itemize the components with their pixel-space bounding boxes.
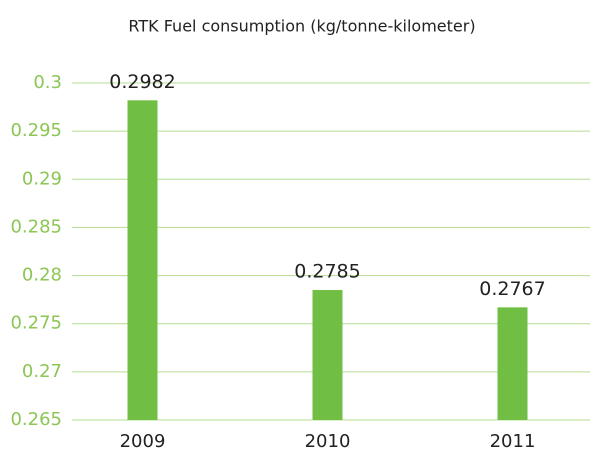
y-tick-label: 0.275 — [10, 313, 62, 334]
y-tick-label: 0.285 — [10, 216, 62, 237]
value-label: 0.2982 — [109, 71, 175, 93]
y-tick-label: 0.27 — [22, 361, 62, 382]
y-tick-label: 0.28 — [22, 265, 62, 286]
x-tick-label: 2011 — [490, 431, 536, 452]
value-label: 0.2767 — [479, 278, 545, 300]
y-tick-label: 0.29 — [22, 168, 62, 189]
chart-title: RTK Fuel consumption (kg/tonne-kilometer… — [128, 17, 475, 36]
x-tick-label: 2010 — [305, 431, 351, 452]
bar — [312, 290, 343, 420]
value-label: 0.2785 — [294, 261, 360, 283]
bar — [497, 307, 528, 420]
y-tick-label: 0.295 — [10, 120, 62, 141]
x-tick-label: 2009 — [120, 431, 166, 452]
y-tick-label: 0.265 — [10, 409, 62, 430]
bar — [127, 100, 158, 421]
y-tick-label: 0.3 — [33, 72, 62, 93]
